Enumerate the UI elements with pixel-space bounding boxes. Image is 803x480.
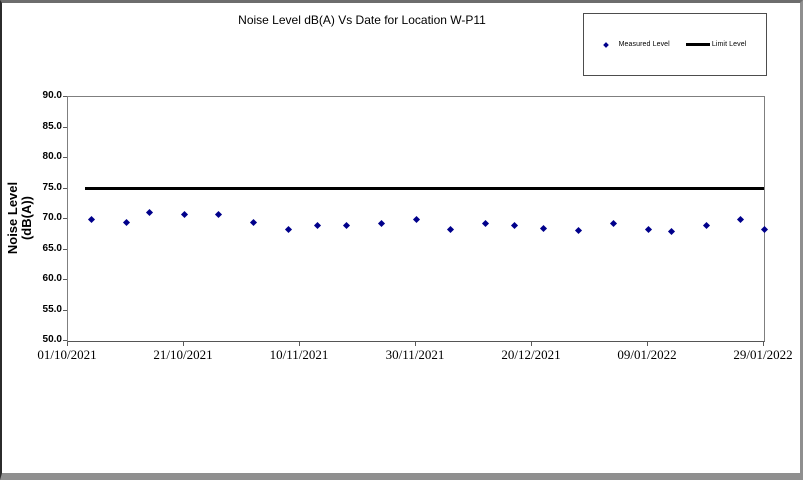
x-tick-mark xyxy=(299,342,300,346)
line-swatch-icon xyxy=(685,43,710,46)
measured-level-point xyxy=(702,222,710,230)
y-tick-mark xyxy=(63,309,67,311)
y-tick-label: 60.0 xyxy=(42,273,62,284)
y-tick-mark xyxy=(63,96,67,97)
measured-level-point xyxy=(122,219,130,227)
measured-level-point xyxy=(250,219,258,227)
x-tick-mark xyxy=(415,342,416,346)
measured-level-point xyxy=(342,222,350,230)
measured-level-point xyxy=(574,227,582,235)
measured-level-point xyxy=(540,224,548,232)
diamond-marker-icon xyxy=(602,41,609,48)
legend-item-limit-level: Limit Level xyxy=(685,41,747,48)
y-tick-label: 70.0 xyxy=(42,212,62,223)
measured-level-point xyxy=(609,220,617,228)
legend: Measured Level Limit Level xyxy=(583,13,767,76)
measured-level-point xyxy=(760,226,768,234)
y-tick-label: 55.0 xyxy=(42,303,62,315)
y-tick-label: 85.0 xyxy=(42,120,62,132)
y-tick-mark xyxy=(63,279,67,280)
legend-item-measured-level: Measured Level xyxy=(602,41,670,48)
measured-level-point xyxy=(215,210,223,218)
measured-level-point xyxy=(511,221,519,229)
y-tick-mark xyxy=(63,248,67,250)
measured-level-point xyxy=(180,210,188,218)
y-tick-label: 75.0 xyxy=(42,181,62,193)
x-tick-mark xyxy=(763,342,764,346)
measured-level-point xyxy=(284,225,292,233)
x-tick-mark xyxy=(67,342,68,346)
x-tick-mark xyxy=(647,342,648,346)
x-tick-mark xyxy=(531,342,532,346)
chart-title: Noise Level dB(A) Vs Date for Location W… xyxy=(238,13,486,27)
x-tick-label: 29/01/2022 xyxy=(733,347,793,362)
y-tick-label: 90.0 xyxy=(42,90,62,101)
x-tick-label: 30/11/2021 xyxy=(385,347,445,362)
measured-level-point xyxy=(644,225,652,233)
legend-label-measured-level: Measured Level xyxy=(618,41,670,48)
y-tick-label: 80.0 xyxy=(42,151,62,162)
measured-level-point xyxy=(482,219,490,227)
measured-level-point xyxy=(377,219,385,227)
y-tick-label: 65.0 xyxy=(42,242,62,254)
measured-level-point xyxy=(412,215,420,223)
x-tick-label: 01/10/2021 xyxy=(37,347,97,362)
y-tick-mark xyxy=(63,187,67,189)
plot-area xyxy=(67,96,768,342)
measured-level-point xyxy=(737,216,745,224)
legend-label-limit-level: Limit Level xyxy=(711,41,747,48)
measured-level-point xyxy=(447,225,455,233)
measured-level-point xyxy=(87,215,95,223)
x-tick-mark xyxy=(183,342,184,346)
measured-level-point xyxy=(667,227,675,235)
x-tick-label: 21/10/2021 xyxy=(153,347,213,362)
y-tick-mark xyxy=(63,340,67,341)
y-tick-mark xyxy=(63,126,67,128)
x-tick-label: 09/01/2022 xyxy=(617,347,677,362)
measured-level-point xyxy=(145,208,153,216)
limit-level-line xyxy=(85,187,764,190)
x-tick-label: 20/12/2021 xyxy=(501,347,561,362)
y-tick-label: 50.0 xyxy=(42,334,62,345)
y-tick-mark xyxy=(63,218,67,219)
measured-level-point xyxy=(313,222,321,230)
y-tick-mark xyxy=(63,157,67,158)
x-tick-label: 10/11/2021 xyxy=(269,347,329,362)
